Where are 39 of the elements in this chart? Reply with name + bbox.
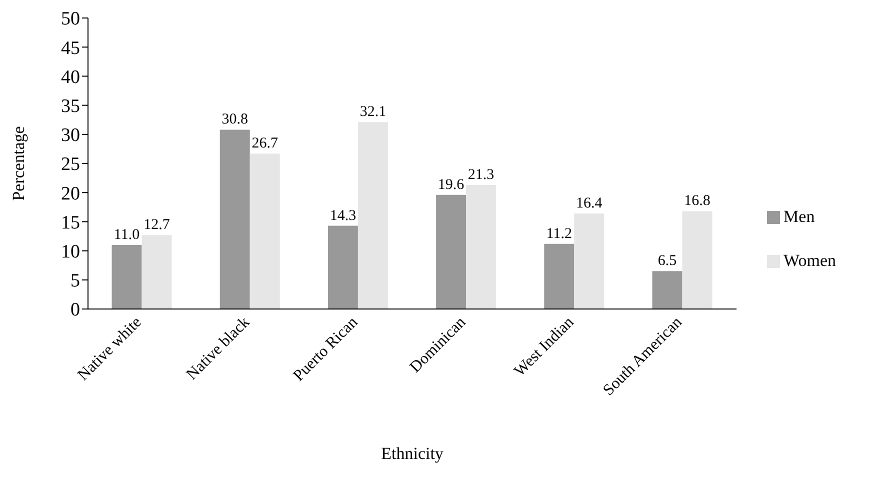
bar xyxy=(466,185,496,309)
bar xyxy=(436,194,466,309)
data-label: 16.4 xyxy=(576,196,603,212)
bar xyxy=(544,244,574,309)
data-label: 6.5 xyxy=(658,253,677,270)
bar xyxy=(250,154,280,309)
bar xyxy=(358,122,388,309)
x-axis-title: Ethnicity xyxy=(381,444,444,463)
y-tick-label: 45 xyxy=(61,38,80,59)
data-label: 30.8 xyxy=(222,112,248,128)
data-label: 32.1 xyxy=(360,104,386,120)
y-tick-label: 40 xyxy=(61,66,80,88)
data-label: 14.3 xyxy=(330,208,356,224)
bar xyxy=(682,211,712,309)
legend-label: Women xyxy=(784,250,836,270)
y-tick-label: 20 xyxy=(61,183,80,204)
data-label: 21.3 xyxy=(468,167,494,184)
data-label: 12.7 xyxy=(144,217,170,234)
y-tick-label: 50 xyxy=(61,8,80,30)
data-label: 26.7 xyxy=(252,136,278,152)
bar xyxy=(142,235,172,309)
data-label: 11.0 xyxy=(114,226,140,243)
data-label: 11.2 xyxy=(546,226,572,242)
y-tick-label: 30 xyxy=(61,125,80,146)
bar xyxy=(112,244,142,309)
data-label: 16.8 xyxy=(684,193,710,210)
y-tick-label: 35 xyxy=(61,96,80,118)
bar xyxy=(328,226,358,309)
y-tick-label: 25 xyxy=(61,154,80,176)
bar xyxy=(652,271,682,309)
y-tick-label: 15 xyxy=(61,212,80,234)
bar xyxy=(220,130,250,309)
y-tick-label: 5 xyxy=(70,270,80,292)
data-label: 19.6 xyxy=(438,176,465,193)
legend-label: Men xyxy=(784,206,815,226)
bar xyxy=(574,214,604,309)
y-axis-title: Percentage xyxy=(9,126,28,201)
y-tick-label: 10 xyxy=(61,242,80,263)
y-tick-label: 0 xyxy=(70,300,80,321)
